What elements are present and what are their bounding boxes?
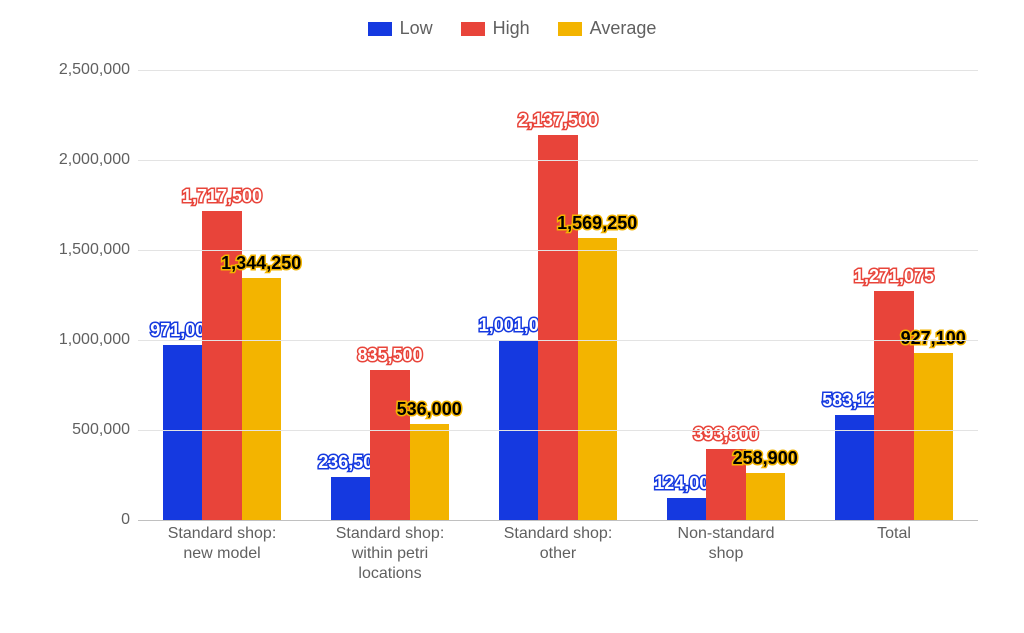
x-tick-label: Standard shop:new model	[138, 524, 306, 584]
y-tick-label: 2,500,000	[59, 61, 130, 79]
bar-value-label: 1,569,250	[557, 213, 637, 234]
y-tick-label: 500,000	[72, 421, 130, 439]
bar-group: 1,001,0002,137,5001,569,250	[474, 70, 642, 520]
legend-label: Average	[590, 18, 657, 39]
legend-item: Low	[368, 18, 433, 39]
legend-label: Low	[400, 18, 433, 39]
bar-value-label: 536,000	[397, 399, 462, 420]
bar: 1,271,075	[874, 291, 913, 520]
legend-swatch	[558, 22, 582, 36]
gridline	[138, 160, 978, 161]
bar-groups: 971,0001,717,5001,344,250236,500835,5005…	[138, 70, 978, 520]
gridline	[138, 520, 978, 521]
bar-value-label: 393,800	[693, 424, 758, 445]
bar-value-label: 835,500	[357, 345, 422, 366]
gridline	[138, 250, 978, 251]
bar-group: 236,500835,500536,000	[306, 70, 474, 520]
y-tick-label: 1,500,000	[59, 241, 130, 259]
bar: 258,900	[746, 473, 785, 520]
x-axis-labels: Standard shop:new modelStandard shop:wit…	[138, 524, 978, 584]
y-tick-label: 0	[121, 511, 130, 529]
bar-chart: Low High Average 971,000 1,717,500 1,344,250…	[0, 0, 1024, 633]
bar-value-label: 1,271,075	[854, 266, 934, 287]
bar: 236,500	[331, 477, 370, 520]
bar: 124,000	[667, 498, 706, 520]
bar: 2,137,500	[538, 135, 577, 520]
gridline	[138, 70, 978, 71]
bar-group: 971,000 1,717,500 1,344,250	[138, 70, 306, 520]
x-tick-label: Standard shop:other	[474, 524, 642, 584]
x-tick-label: Standard shop:within petrilocations	[306, 524, 474, 584]
legend-swatch	[368, 22, 392, 36]
bar-value-label: 1,717,500	[182, 186, 262, 207]
legend-label: High	[493, 18, 530, 39]
gridline	[138, 340, 978, 341]
legend-swatch	[461, 22, 485, 36]
bar-value-label: 258,900	[733, 448, 798, 469]
bar-group: 124,000 393,800 258,900	[642, 70, 810, 520]
bar: 835,500	[370, 370, 409, 520]
bar: 971,000	[163, 345, 202, 520]
y-tick-label: 1,000,000	[59, 331, 130, 349]
bar: 927,100	[914, 353, 953, 520]
x-tick-label: Non-standardshop	[642, 524, 810, 584]
y-tick-label: 2,000,000	[59, 151, 130, 169]
bar-group: 583,1251,271,075927,100	[810, 70, 978, 520]
bar: 1,344,250	[242, 278, 281, 520]
legend-item: Average	[558, 18, 657, 39]
bar-value-label: 927,100	[901, 328, 966, 349]
bar: 1,569,250	[578, 238, 617, 520]
bar-value-label: 1,344,250	[221, 253, 301, 274]
x-tick-label: Total	[810, 524, 978, 584]
gridline	[138, 430, 978, 431]
plot-area: 971,0001,717,5001,344,250236,500835,5005…	[138, 70, 978, 520]
bar-value-label: 2,137,500	[518, 110, 598, 131]
legend: Low High Average	[0, 18, 1024, 39]
bar: 536,000	[410, 424, 449, 520]
legend-item: High	[461, 18, 530, 39]
